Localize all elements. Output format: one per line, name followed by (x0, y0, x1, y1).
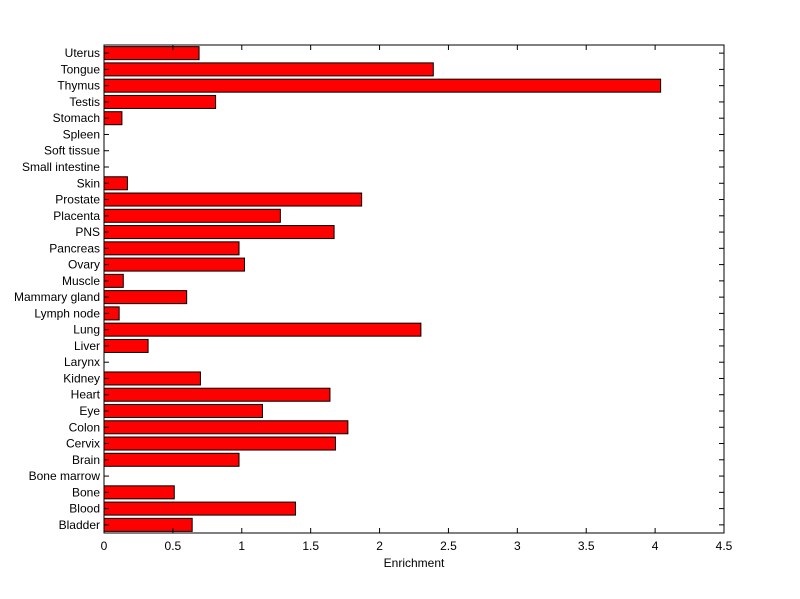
y-tick-label: Prostate (55, 193, 100, 207)
y-tick-label: Placenta (53, 209, 100, 223)
bar-pns (103, 225, 335, 240)
bar-kidney (103, 371, 201, 386)
plot-area (104, 45, 724, 533)
y-tick-label: Small intestine (22, 160, 100, 174)
y-tick-label: Testis (69, 95, 100, 109)
bar-lung (103, 322, 422, 337)
y-tick-label: Soft tissue (44, 144, 100, 158)
bar-uterus (103, 46, 200, 61)
x-tick-label: 1 (238, 539, 245, 553)
bar-placenta (103, 208, 281, 223)
bar-tongue (103, 62, 434, 77)
y-tick-label: Stomach (53, 111, 100, 125)
bar-thymus (103, 78, 662, 93)
bar-ovary (103, 257, 246, 272)
y-tick-label: Ovary (68, 258, 100, 272)
y-tick-label: Larynx (64, 355, 100, 369)
y-tick-label: Heart (71, 388, 101, 402)
y-tick-label: Tongue (61, 62, 101, 76)
y-tick-label: Skin (77, 176, 100, 190)
y-tick-label: Pancreas (49, 241, 100, 255)
x-tick-label: 4.5 (716, 539, 733, 553)
bar-pancreas (103, 241, 240, 256)
x-tick-label: 3 (514, 539, 521, 553)
y-tick-label: Muscle (62, 274, 100, 288)
y-tick-label: Lymph node (34, 306, 100, 320)
bar-testis (103, 94, 217, 109)
bar-bladder (103, 517, 193, 532)
x-ticks-group: 0 0.5 1 1.5 2 2.5 3 3.5 4 4.5 (101, 45, 733, 553)
x-tick-label: 2 (376, 539, 383, 553)
x-tick-label: 1.5 (302, 539, 319, 553)
y-tick-label: PNS (75, 225, 100, 239)
y-tick-label: Liver (74, 339, 100, 353)
x-tick-label: 0.5 (165, 539, 182, 553)
x-axis-label: Enrichment (384, 556, 445, 570)
y-tick-label: Spleen (63, 127, 100, 141)
y-tick-label: Blood (69, 502, 100, 516)
bar-eye (103, 403, 263, 418)
y-tick-label: Cervix (66, 437, 100, 451)
y-tick-label: Uterus (65, 46, 100, 60)
bar-mammary-gland (103, 290, 188, 305)
y-tick-label: Eye (79, 404, 100, 418)
bar-bone (103, 485, 175, 500)
bar-brain (103, 452, 240, 467)
bar-cervix (103, 436, 336, 451)
plot-frame (103, 44, 725, 534)
y-tick-label: Mammary gland (14, 290, 100, 304)
bar-blood (103, 501, 297, 516)
y-tick-label: Bone (72, 485, 100, 499)
bar-liver (103, 338, 149, 353)
y-tick-label: Lung (73, 323, 100, 337)
y-tick-label: Bone marrow (29, 469, 101, 483)
y-tick-label: Thymus (57, 79, 100, 93)
x-tick-label: 3.5 (578, 539, 595, 553)
x-tick-label: 2.5 (440, 539, 457, 553)
y-ticks-group: Bladder Blood Bone Bone marrow Brain Cervix Co… (14, 46, 724, 532)
bar-heart (103, 387, 331, 402)
y-tick-label: Kidney (63, 371, 100, 385)
bar-prostate (103, 192, 363, 207)
bar-colon (103, 420, 349, 435)
y-tick-label: Colon (69, 420, 100, 434)
x-tick-label: 0 (101, 539, 108, 553)
y-tick-label: Brain (72, 453, 100, 467)
x-tick-label: 4 (652, 539, 659, 553)
y-tick-label: Bladder (59, 518, 100, 532)
